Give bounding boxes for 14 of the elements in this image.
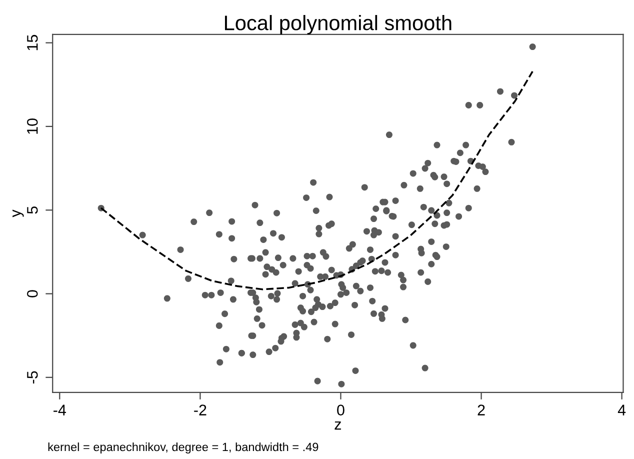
x-tick-label: 4: [618, 404, 626, 416]
y-tick-label: 10: [26, 118, 38, 134]
text: kernel = epanechnikov, degree = 1, bandwidth = .49: [48, 442, 318, 454]
x-tick-label: -4: [54, 404, 66, 416]
y-tick-label: 0: [26, 290, 38, 298]
x-tick-label: 0: [337, 404, 344, 416]
y-axis-title: y: [12, 210, 24, 218]
x-axis-title: z: [334, 421, 341, 430]
x-tick-label: -2: [194, 404, 206, 416]
y-tick-label: 15: [27, 34, 38, 50]
x-tick-label: 2: [478, 404, 485, 416]
y-tick-label: -5: [27, 371, 38, 384]
y-tick-label: 5: [27, 206, 38, 214]
chart-title: Local polynomial smooth: [224, 15, 452, 34]
